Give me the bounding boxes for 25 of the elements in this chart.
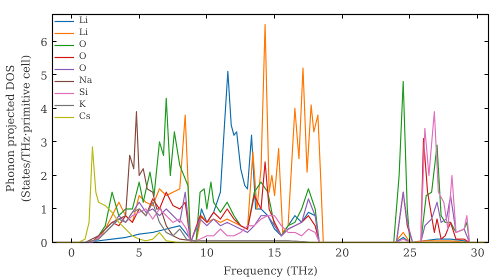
legend-label: Li xyxy=(79,16,89,26)
y-tick-label: 6 xyxy=(40,36,48,49)
x-tick-label: 5 xyxy=(136,246,143,260)
y-axis-title: Phonon projected DOS (States/THz·primitive cell) xyxy=(4,54,32,202)
legend-label: Li xyxy=(79,28,89,38)
legend-label: Na xyxy=(79,76,94,86)
legend-label: Cs xyxy=(79,112,92,122)
legend-label: O xyxy=(79,64,88,74)
y-tick-label: 4 xyxy=(40,102,48,116)
x-tick-label: 0 xyxy=(68,246,75,260)
x-tick-label: 10 xyxy=(200,246,214,260)
y-tick-label: 5 xyxy=(40,69,48,82)
legend-label: K xyxy=(79,100,87,110)
x-tick-label: 25 xyxy=(402,246,417,260)
legend-label: O xyxy=(79,40,88,50)
y-tick-label: 3 xyxy=(40,136,48,150)
x-tick-label: 30 xyxy=(470,246,485,260)
y-tick-label: 2 xyxy=(40,170,48,183)
x-tick-label: 15 xyxy=(268,246,282,260)
y-tick-label: 1 xyxy=(40,203,48,216)
legend-label: O xyxy=(79,52,88,62)
legend-label: Si xyxy=(79,88,90,98)
x-tick-label: 20 xyxy=(335,246,350,260)
y-tick-label: 0 xyxy=(40,237,48,250)
x-axis-title: Frequency (THz) xyxy=(223,264,318,278)
